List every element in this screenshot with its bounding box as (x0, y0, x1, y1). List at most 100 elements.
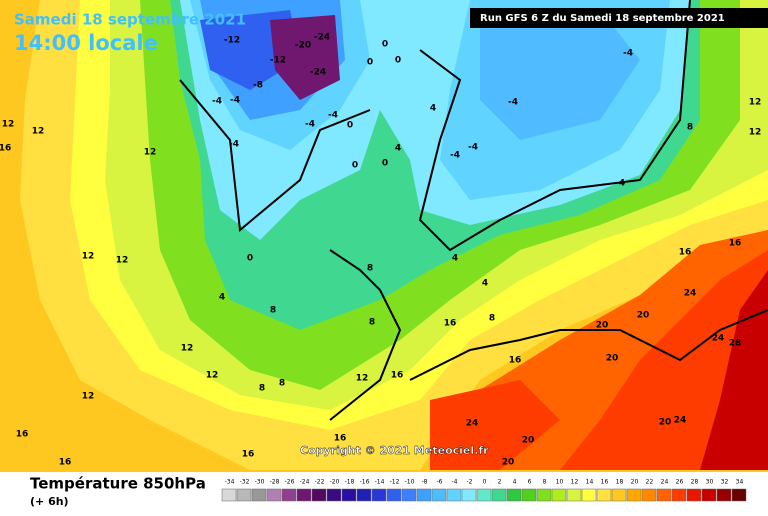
contour-label: -4 (305, 120, 315, 130)
contour-label: 4 (219, 293, 225, 303)
contour-label: 16 (59, 458, 72, 468)
legend-swatch (506, 488, 522, 502)
legend-swatch (416, 488, 432, 502)
contour-label: -4 (508, 98, 518, 108)
legend-swatch (521, 488, 537, 502)
legend-tick-label: -34 (225, 479, 235, 486)
contour-label: 0 (367, 58, 373, 68)
contour-label: 16 (444, 319, 457, 329)
legend-swatch (386, 488, 402, 502)
legend-swatch (491, 488, 507, 502)
legend-tick-label: -32 (240, 479, 250, 486)
contour-label: 0 (395, 56, 401, 66)
contour-label: 24 (684, 289, 697, 299)
legend-tick-label: -10 (405, 479, 415, 486)
legend-tick-label: 32 (721, 479, 729, 486)
contour-label: 24 (674, 416, 687, 426)
contour-label: 16 (334, 434, 347, 444)
legend-swatch (626, 488, 642, 502)
contour-label: 16 (16, 430, 29, 440)
legend-tick-label: -22 (315, 479, 325, 486)
contour-label: 16 (679, 248, 692, 258)
legend-tick-label: 18 (616, 479, 624, 486)
legend-swatch (566, 488, 582, 502)
legend-swatch (266, 488, 282, 502)
contour-label: 0 (382, 159, 388, 169)
legend-swatch (326, 488, 342, 502)
legend-tick-label: -8 (422, 479, 428, 486)
contour-label: -4 (212, 97, 222, 107)
legend-tick-label: -2 (467, 479, 473, 486)
contour-label: -12 (270, 56, 286, 66)
legend-tick-label: 0 (483, 479, 487, 486)
contour-label: -4 (229, 140, 239, 150)
legend-swatch (581, 488, 597, 502)
contour-label: 20 (637, 311, 650, 321)
contour-label: 0 (347, 121, 353, 131)
contour-label: 16 (242, 450, 255, 460)
contour-label: 8 (489, 314, 495, 324)
legend-tick-label: -16 (360, 479, 370, 486)
contour-label: 20 (606, 354, 619, 364)
legend-tick-label: 26 (676, 479, 684, 486)
legend-tick-label: -12 (390, 479, 400, 486)
legend-swatch (476, 488, 492, 502)
contour-label: 4 (430, 104, 436, 114)
legend-tick-label: 4 (513, 479, 517, 486)
legend-swatch (236, 488, 252, 502)
legend-tick-label: 34 (736, 479, 744, 486)
legend-swatch (401, 488, 417, 502)
legend-swatch (311, 488, 327, 502)
legend-swatch (356, 488, 372, 502)
legend-tick-label: 8 (543, 479, 547, 486)
legend-title: Température 850hPa (30, 475, 206, 493)
legend-swatch (611, 488, 627, 502)
contour-label: 0 (352, 161, 358, 171)
legend-swatch (251, 488, 267, 502)
legend-tick-label: -26 (285, 479, 295, 486)
contour-label: 20 (596, 321, 609, 331)
legend-swatch (671, 488, 687, 502)
run-box (470, 8, 768, 28)
legend-swatch (701, 488, 717, 502)
legend-tick-label: 14 (586, 479, 594, 486)
contour-label: 0 (382, 40, 388, 50)
contour-label: 12 (116, 256, 129, 266)
legend-tick-label: 16 (601, 479, 609, 486)
contour-label: 4 (482, 279, 488, 289)
legend-swatch (731, 488, 747, 502)
legend-swatch (431, 488, 447, 502)
contour-label: 4 (395, 144, 401, 154)
legend-swatch (371, 488, 387, 502)
legend-swatch (446, 488, 462, 502)
contour-label: -4 (468, 143, 478, 153)
contour-label: 12 (181, 344, 194, 354)
contour-label: -24 (314, 33, 330, 43)
contour-label: 0 (247, 254, 253, 264)
contour-label: 8 (279, 379, 285, 389)
legend-tick-label: 2 (498, 479, 502, 486)
contour-label: 28 (729, 339, 742, 349)
legend-swatch (296, 488, 312, 502)
legend-swatch (716, 488, 732, 502)
map-background (0, 0, 768, 472)
legend-tick-label: -14 (375, 479, 385, 486)
legend-tick-label: -4 (452, 479, 458, 486)
contour-label: 12 (356, 374, 369, 384)
contour-label: -24 (310, 68, 326, 78)
legend-swatch (221, 488, 237, 502)
contour-label: -4 (230, 96, 240, 106)
contour-label: 8 (270, 306, 276, 316)
legend-tick-label: -28 (270, 479, 280, 486)
contour-label: 12 (32, 127, 45, 137)
contour-label: 8 (369, 318, 375, 328)
legend-tick-label: 22 (646, 479, 654, 486)
legend-swatch (281, 488, 297, 502)
contour-label: 16 (509, 356, 522, 366)
legend-tick-label: -20 (330, 479, 340, 486)
run-info: Run GFS 6 Z du Samedi 18 septembre 2021 (480, 13, 725, 24)
contour-label: 16 (0, 144, 11, 154)
contour-label: -4 (623, 49, 633, 59)
contour-label: 8 (367, 264, 373, 274)
contour-label: 8 (259, 384, 265, 394)
